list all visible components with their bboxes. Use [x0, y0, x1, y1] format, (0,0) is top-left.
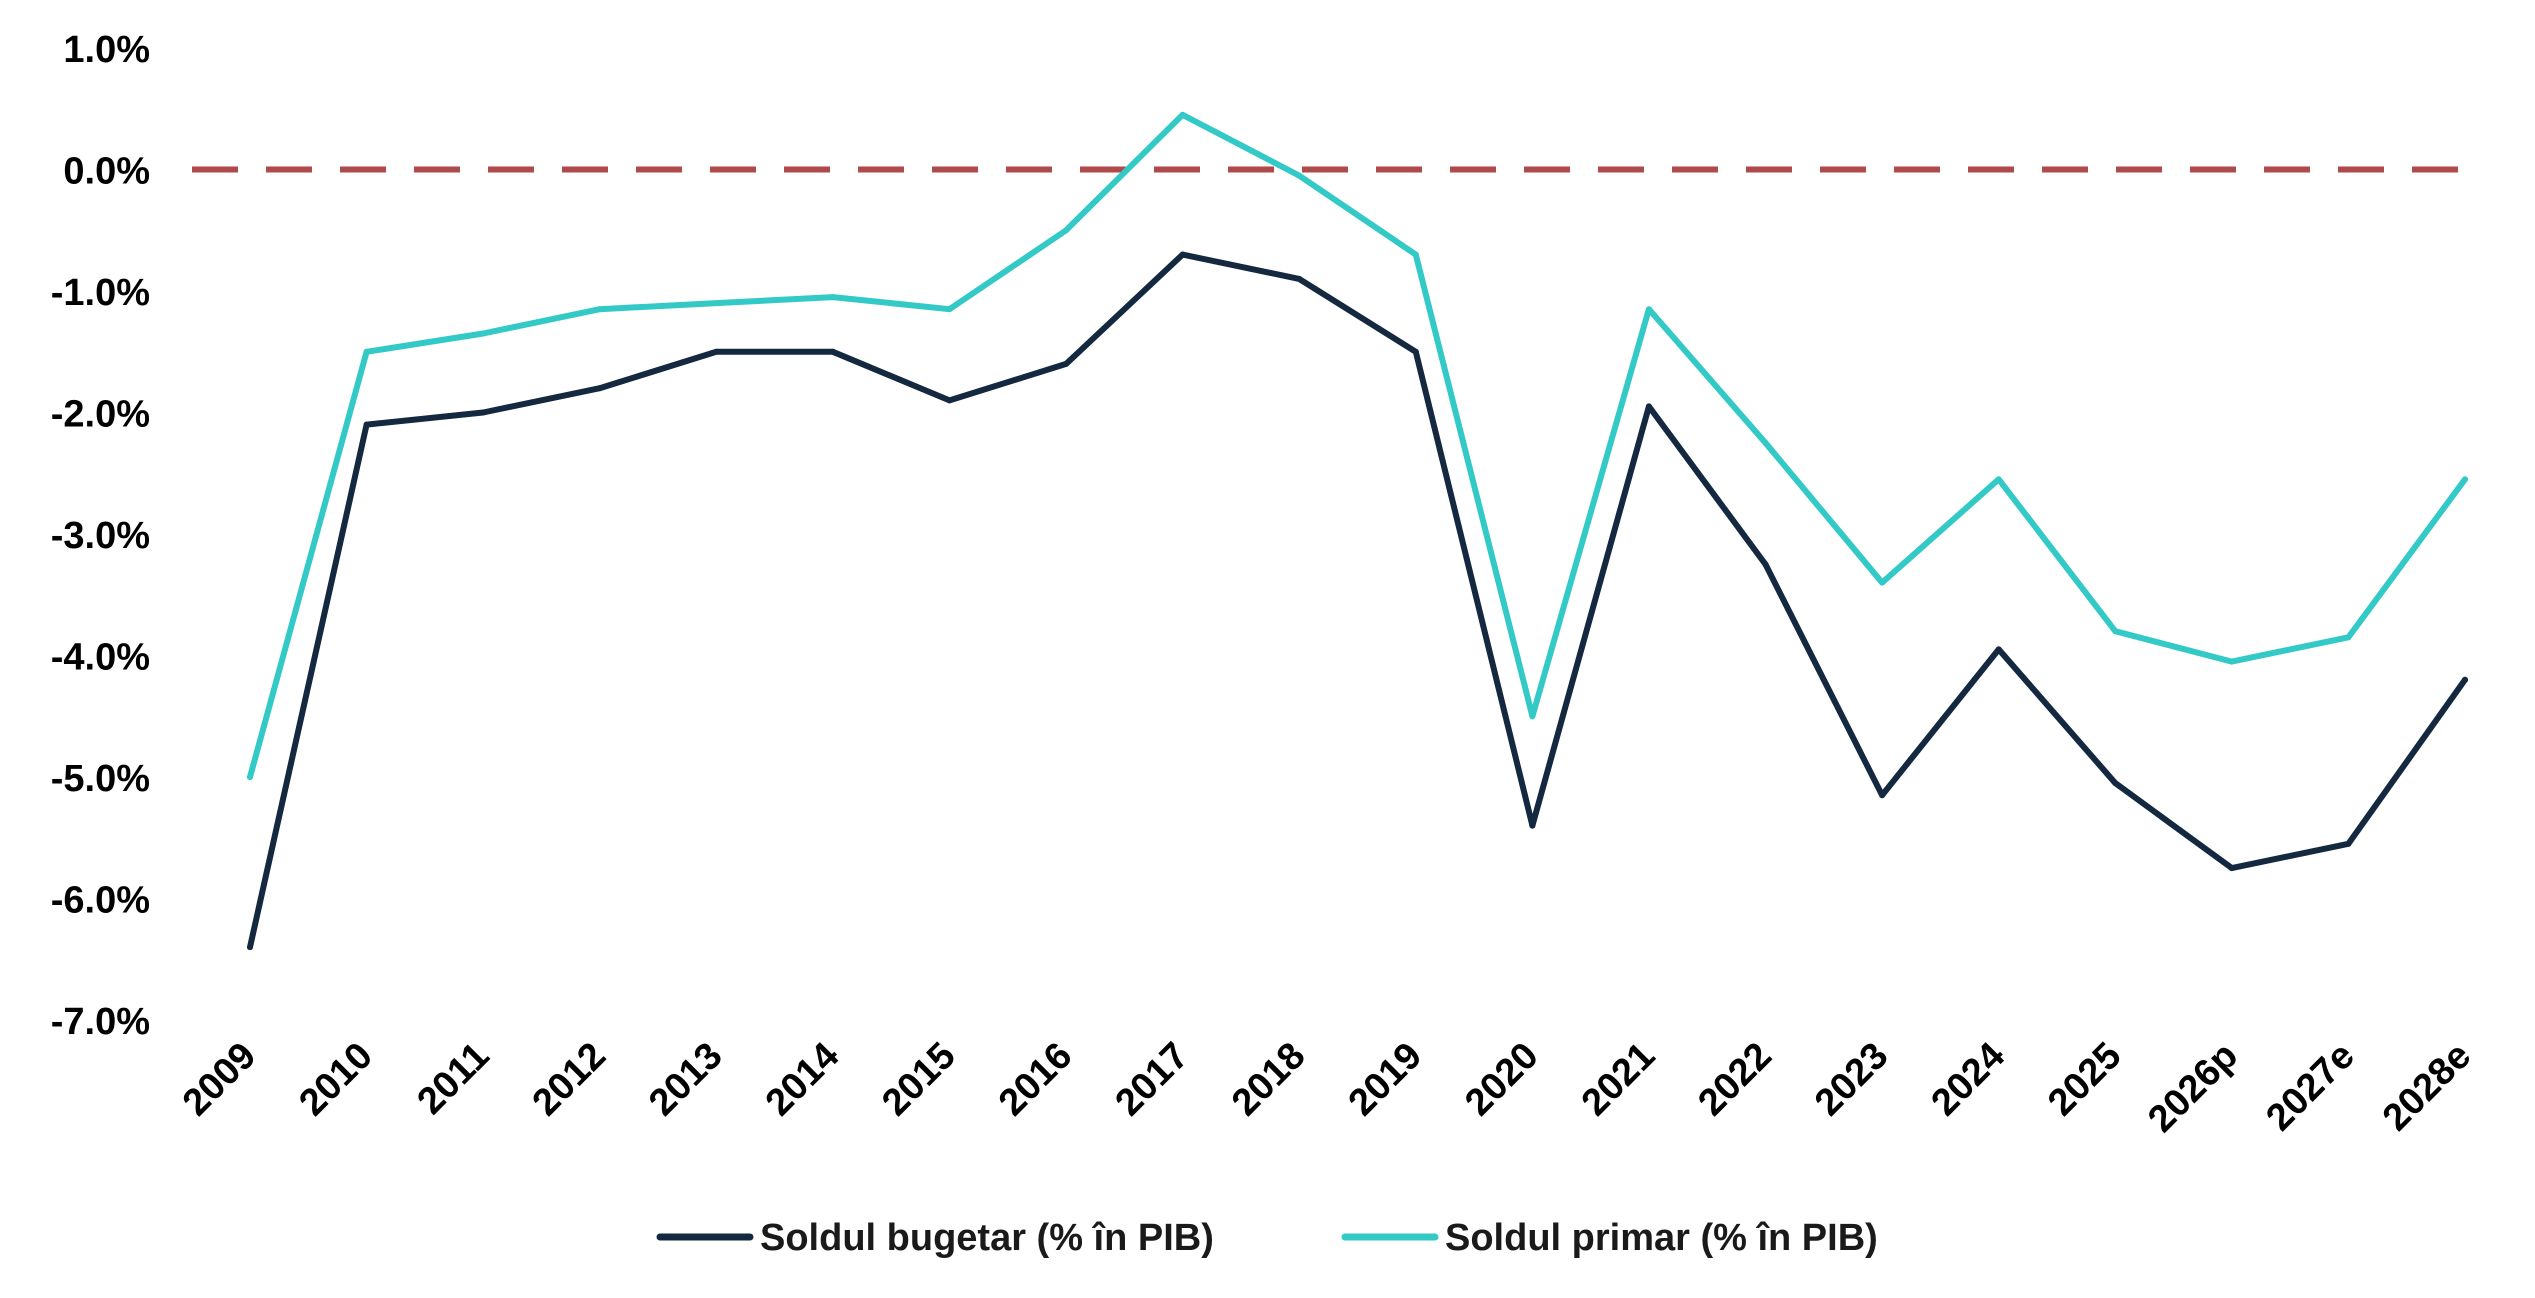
data-point: [713, 348, 720, 355]
y-axis-ticks: 1.0% 0.0% -1.0% -2.0% -3.0% -4.0% -5.0% -6.0% -7…: [51, 29, 150, 1043]
x-tick-label: 2023: [1807, 1035, 1896, 1124]
data-point: [1995, 476, 2002, 483]
x-tick-label: 2010: [291, 1035, 380, 1124]
data-point: [1529, 713, 1536, 720]
data-point: [247, 944, 253, 951]
x-tick-label: 2014: [758, 1035, 847, 1124]
x-tick-label: 2015: [874, 1035, 963, 1124]
data-point: [1879, 792, 1886, 799]
data-point: [829, 294, 836, 301]
x-tick-label: 2024: [1924, 1035, 2013, 1124]
data-point: [1063, 360, 1070, 367]
x-tick-label: 2020: [1457, 1035, 1546, 1124]
data-point: [1645, 306, 1652, 313]
data-point: [1296, 275, 1303, 282]
data-point: [596, 306, 603, 313]
x-tick-label: 2028e: [2375, 1035, 2479, 1139]
y-tick-label: 0.0%: [63, 151, 150, 193]
data-point: [247, 774, 253, 780]
data-point: [2345, 840, 2352, 847]
series-line-1: [247, 251, 2468, 951]
series-lines: [247, 111, 2468, 951]
x-tick-label: 2018: [1224, 1035, 1313, 1124]
y-tick-label: 1.0%: [63, 29, 150, 71]
data-point: [480, 330, 487, 337]
y-tick-label: -7.0%: [51, 1001, 150, 1043]
y-tick-label: -1.0%: [51, 272, 150, 314]
legend-label: Soldul primar (% în PIB): [1445, 1217, 1878, 1259]
x-tick-label: 2017: [1108, 1035, 1197, 1124]
x-tick-label: 2011: [410, 1035, 498, 1123]
data-point: [2112, 628, 2119, 635]
data-point: [2345, 634, 2352, 641]
x-tick-label: 2009: [175, 1035, 264, 1124]
data-point: [1879, 579, 1886, 586]
legend-label: Soldul bugetar (% în PIB): [760, 1217, 1214, 1259]
x-tick-label: 2016: [991, 1035, 1080, 1124]
data-point: [1412, 348, 1419, 355]
legend: Soldul bugetar (% în PIB) Soldul primar (…: [656, 1217, 1878, 1259]
x-tick-label: 2019: [1341, 1035, 1430, 1124]
y-tick-label: -5.0%: [51, 758, 150, 800]
data-point: [1762, 439, 1769, 446]
data-point: [1529, 822, 1536, 829]
data-point: [480, 409, 487, 416]
series-line-2: [247, 111, 2468, 780]
data-point: [1179, 251, 1186, 258]
y-tick-label: -2.0%: [51, 394, 150, 436]
data-point: [363, 421, 370, 428]
data-point: [1296, 172, 1303, 179]
x-tick-label: 2022: [1690, 1035, 1779, 1124]
data-point: [2462, 476, 2468, 483]
data-point: [596, 385, 603, 392]
data-point: [1412, 251, 1419, 258]
data-point: [946, 397, 953, 404]
y-tick-label: -4.0%: [51, 637, 150, 679]
y-tick-label: -3.0%: [51, 515, 150, 557]
data-point: [2462, 676, 2468, 683]
data-point: [363, 348, 370, 355]
data-point: [1762, 561, 1769, 568]
data-point: [829, 348, 836, 355]
x-tick-label: 2025: [2040, 1035, 2129, 1124]
x-tick-label: 2026p: [2140, 1035, 2246, 1141]
y-tick-label: -6.0%: [51, 880, 150, 922]
data-point: [1063, 227, 1070, 234]
data-point: [1645, 403, 1652, 410]
x-axis-ticks: 2009 2010 2011 2012 2013 2014 2015 2016 2017 2018…: [175, 1035, 2479, 1141]
x-tick-label: 2012: [525, 1035, 614, 1124]
data-point: [1995, 646, 2002, 653]
x-tick-label: 2013: [641, 1035, 730, 1124]
data-point: [1179, 111, 1186, 118]
data-point: [946, 306, 953, 313]
x-tick-label: 2027e: [2258, 1035, 2362, 1139]
x-tick-label: 2021: [1574, 1035, 1663, 1124]
data-point: [713, 300, 720, 307]
data-point: [2228, 658, 2235, 665]
data-point: [2228, 865, 2235, 872]
data-point: [2112, 780, 2119, 787]
